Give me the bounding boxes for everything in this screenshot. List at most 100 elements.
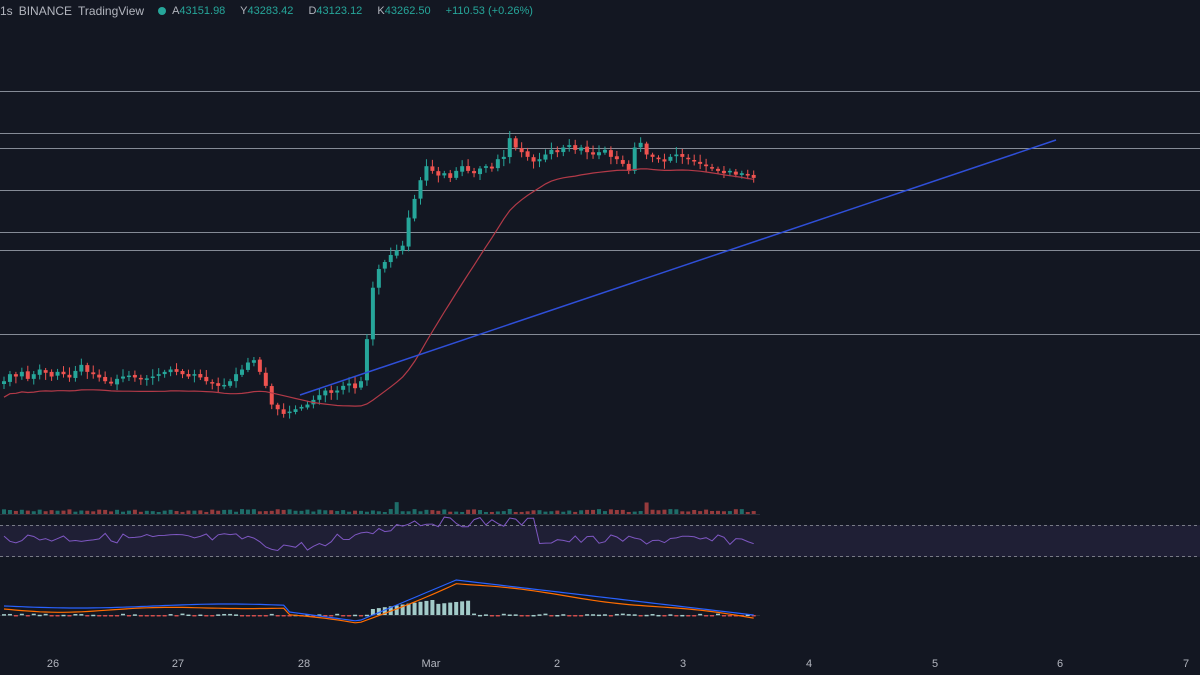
macd-histogram-bar xyxy=(507,614,512,616)
volume-bar xyxy=(204,511,209,514)
macd-histogram-bar xyxy=(704,615,709,617)
volume-bar xyxy=(751,511,756,514)
volume-bar xyxy=(109,511,114,514)
candle-body xyxy=(79,364,84,372)
macd-histogram-bar xyxy=(31,613,36,616)
volume-bar xyxy=(150,511,155,514)
macd-histogram-bar xyxy=(472,613,477,616)
interval-label[interactable]: 1s xyxy=(0,4,13,18)
candle-body xyxy=(180,370,185,375)
candle-body xyxy=(614,156,619,160)
volume-bar xyxy=(240,509,244,514)
macd-histogram-bar xyxy=(620,613,625,616)
market-status-icon xyxy=(158,7,167,15)
macd-histogram-bar xyxy=(579,615,584,617)
macd-histogram-bar xyxy=(73,614,78,616)
macd-histogram-bar xyxy=(97,615,102,617)
candle-body xyxy=(162,371,167,375)
macd-histogram-bar xyxy=(109,615,114,617)
candle-body xyxy=(579,147,584,151)
candle-body xyxy=(608,150,613,157)
candle-body xyxy=(674,154,679,157)
macd-histogram-bar xyxy=(614,613,619,616)
volume-bar xyxy=(370,510,375,514)
macd-histogram-bar xyxy=(228,613,233,616)
candle-body xyxy=(591,152,596,155)
candle-body xyxy=(620,160,625,164)
macd-histogram-bar xyxy=(489,615,494,617)
candle-body xyxy=(109,381,114,384)
candle-body xyxy=(31,374,36,379)
macd-histogram-bar xyxy=(501,613,506,616)
candle-body xyxy=(198,374,203,378)
candle-body xyxy=(359,381,363,388)
candle-body xyxy=(49,371,54,377)
macd-histogram-bar xyxy=(67,615,72,617)
candle-body xyxy=(251,360,256,363)
volume-bar xyxy=(585,509,590,514)
x-axis-label: Mar xyxy=(422,658,441,670)
candle-body xyxy=(329,390,334,393)
macd-histogram-bar xyxy=(156,615,161,617)
macd-histogram-bar xyxy=(364,614,369,617)
volume-bar xyxy=(287,509,292,514)
macd-histogram-bar xyxy=(543,613,548,616)
volume-bar xyxy=(329,510,334,514)
candle-body xyxy=(507,138,512,158)
volume-bar xyxy=(472,509,477,514)
volume-bar xyxy=(680,511,685,514)
x-axis-label: 26 xyxy=(47,658,59,670)
volume-bar xyxy=(716,510,720,514)
candle-body xyxy=(67,374,72,378)
macd-histogram-bar xyxy=(597,614,601,617)
volume-bar xyxy=(382,511,387,514)
candle-body xyxy=(174,369,179,372)
volume-bar xyxy=(537,510,542,514)
x-axis-label: 5 xyxy=(932,658,938,670)
price-change: +110.53 (+0.26%) xyxy=(445,5,533,17)
volume-bar xyxy=(156,511,161,514)
macd-histogram-bar xyxy=(608,615,613,617)
macd-histogram-bar xyxy=(585,614,590,616)
macd-histogram-bar xyxy=(745,614,750,617)
volume-bar xyxy=(745,511,750,514)
candle-body xyxy=(454,170,459,178)
volume-bar xyxy=(19,509,24,514)
ohlc-readout: A43151.98 Y43283.42 D43123.12 K43262.50 … xyxy=(172,5,539,17)
volume-bar xyxy=(519,511,524,514)
candle-body xyxy=(495,159,500,169)
candle-body xyxy=(13,374,18,377)
candle-body xyxy=(662,159,667,162)
volume-bar xyxy=(692,509,697,514)
candle-body xyxy=(549,149,554,155)
candle-body xyxy=(275,404,280,410)
volume-bar xyxy=(704,509,709,514)
volume-bar xyxy=(174,511,179,514)
volume-bar xyxy=(436,510,441,514)
volume-bar xyxy=(561,511,566,514)
macd-histogram-bar xyxy=(674,615,679,617)
macd-histogram-bar xyxy=(251,615,256,617)
ohlc-value: 43123.12 xyxy=(316,5,363,17)
candle-body xyxy=(543,154,548,160)
volume-bar xyxy=(245,509,250,514)
candle-body xyxy=(287,411,292,414)
x-axis-label: 6 xyxy=(1057,658,1063,670)
candle-body xyxy=(97,374,102,378)
ohlc-value: 43151.98 xyxy=(179,5,226,17)
volume-bar xyxy=(721,511,726,514)
volume-bar xyxy=(79,510,84,514)
macd-histogram-bar xyxy=(531,614,536,617)
candle-body xyxy=(222,384,227,387)
candle-body xyxy=(263,372,268,386)
macd-histogram-bar xyxy=(144,615,149,617)
volume-bar xyxy=(269,510,274,514)
macd-histogram-bar xyxy=(341,615,346,617)
volume-bar xyxy=(602,511,607,514)
macd-histogram-bar xyxy=(376,608,381,615)
candle-body xyxy=(412,198,417,219)
candle-body xyxy=(597,152,601,156)
volume-bar xyxy=(662,509,667,514)
macd-histogram-bar xyxy=(121,613,125,616)
